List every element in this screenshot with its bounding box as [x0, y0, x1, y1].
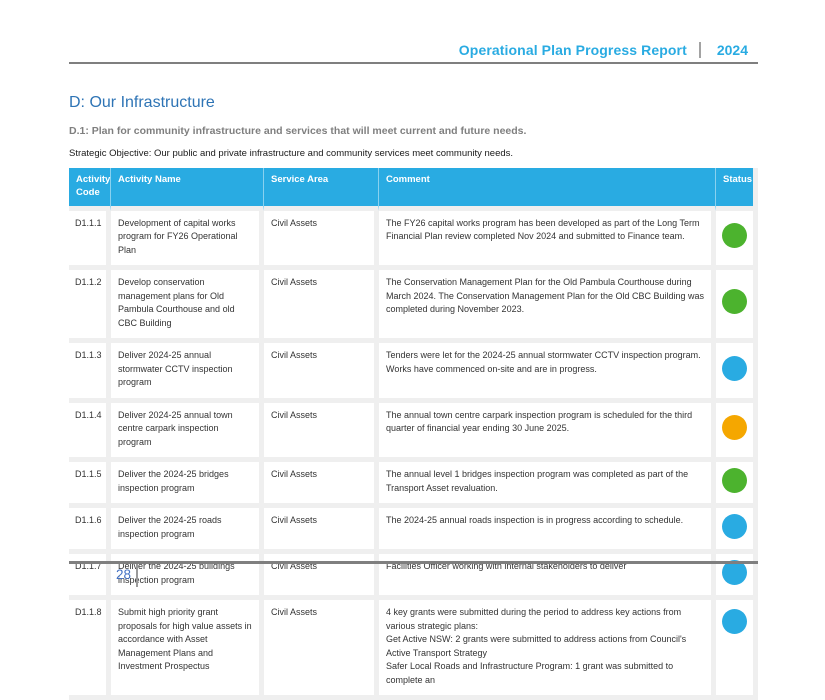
activity-name: Development of capital works program for… [111, 210, 264, 271]
table-row: D1.1.3 Deliver 2024-25 annual stormwater… [69, 343, 758, 403]
status-cell [716, 402, 758, 463]
status-indicator [722, 609, 747, 635]
status-cell [716, 343, 758, 403]
activity-code: D1.1.6 [69, 508, 111, 555]
table-row: D1.1.4 Deliver 2024-25 annual town centr… [69, 402, 758, 463]
table-row: D1.1.5 Deliver the 2024-25 bridges inspe… [69, 462, 758, 509]
status-cell [716, 554, 758, 601]
activity-comment: The 2024-25 annual roads inspection is i… [379, 508, 716, 555]
report-page: Operational Plan Progress Report 2024 D:… [69, 42, 758, 700]
activity-comment: Tenders were let for the 2024-25 annual … [379, 343, 716, 403]
service-area: Civil Assets [264, 462, 379, 509]
status-cell [716, 210, 758, 271]
activity-comment: 4 key grants were submitted during the p… [379, 600, 716, 700]
status-indicator [722, 223, 747, 249]
column-header-service-area: Service Area [264, 168, 379, 211]
activity-comment: The Conservation Management Plan for the… [379, 270, 716, 344]
page-header: Operational Plan Progress Report 2024 [69, 42, 758, 64]
table-header-row: Activity Code Activity Name Service Area… [69, 168, 758, 211]
activity-comment: The annual level 1 bridges inspection pr… [379, 462, 716, 509]
activity-code: D1.1.4 [69, 402, 111, 463]
activity-comment: The annual town centre carpark inspectio… [379, 402, 716, 463]
status-indicator [722, 355, 747, 381]
column-header-comment: Comment [379, 168, 716, 211]
activity-code: D1.1.1 [69, 210, 111, 271]
page-footer: 28 [69, 561, 758, 587]
status-cell [716, 600, 758, 700]
table-row: D1.1.6 Deliver the 2024-25 roads inspect… [69, 508, 758, 555]
report-title: Operational Plan Progress Report [458, 42, 687, 58]
status-indicator [722, 559, 747, 585]
service-area: Civil Assets [264, 210, 379, 271]
table-row: D1.1.8 Submit high priority grant propos… [69, 600, 758, 700]
column-header-activity-name: Activity Name [111, 168, 264, 211]
status-indicator [722, 467, 747, 493]
activity-name: Submit high priority grant proposals for… [111, 600, 264, 700]
status-indicator [722, 289, 747, 315]
activity-name: Deliver 2024-25 annual town centre carpa… [111, 402, 264, 463]
service-area: Civil Assets [264, 402, 379, 463]
activity-name: Deliver 2024-25 annual stormwater CCTV i… [111, 343, 264, 403]
status-cell [716, 508, 758, 555]
progress-table: Activity Code Activity Name Service Area… [69, 168, 758, 700]
activity-code: D1.1.2 [69, 270, 111, 344]
section-subheading: D.1: Plan for community infrastructure a… [69, 125, 527, 137]
service-area: Civil Assets [264, 600, 379, 700]
activity-code: D1.1.3 [69, 343, 111, 403]
activity-name: Deliver the 2024-25 bridges inspection p… [111, 462, 264, 509]
service-area: Civil Assets [264, 343, 379, 403]
table-row: D1.1.1 Development of capital works prog… [69, 210, 758, 271]
column-header-activity-code: Activity Code [69, 168, 111, 211]
status-cell [716, 462, 758, 509]
strategic-objective: Strategic Objective: Our public and priv… [69, 148, 514, 159]
status-indicator [722, 415, 747, 441]
report-year: 2024 [698, 42, 758, 58]
page-number-divider [136, 564, 139, 587]
table-row: D1.1.2 Develop conservation management p… [69, 270, 758, 344]
activity-name: Deliver the 2024-25 roads inspection pro… [111, 508, 264, 555]
activity-code: D1.1.8 [69, 600, 111, 700]
activity-code: D1.1.5 [69, 462, 111, 509]
service-area: Civil Assets [264, 270, 379, 344]
activity-name: Develop conservation management plans fo… [111, 270, 264, 344]
column-header-status: Status [716, 168, 758, 211]
service-area: Civil Assets [264, 508, 379, 555]
status-cell [716, 270, 758, 344]
page-number: 28 [116, 567, 132, 582]
activity-comment: The FY26 capital works program has been … [379, 210, 716, 271]
status-indicator [722, 513, 747, 539]
section-heading: D: Our Infrastructure [69, 94, 215, 111]
